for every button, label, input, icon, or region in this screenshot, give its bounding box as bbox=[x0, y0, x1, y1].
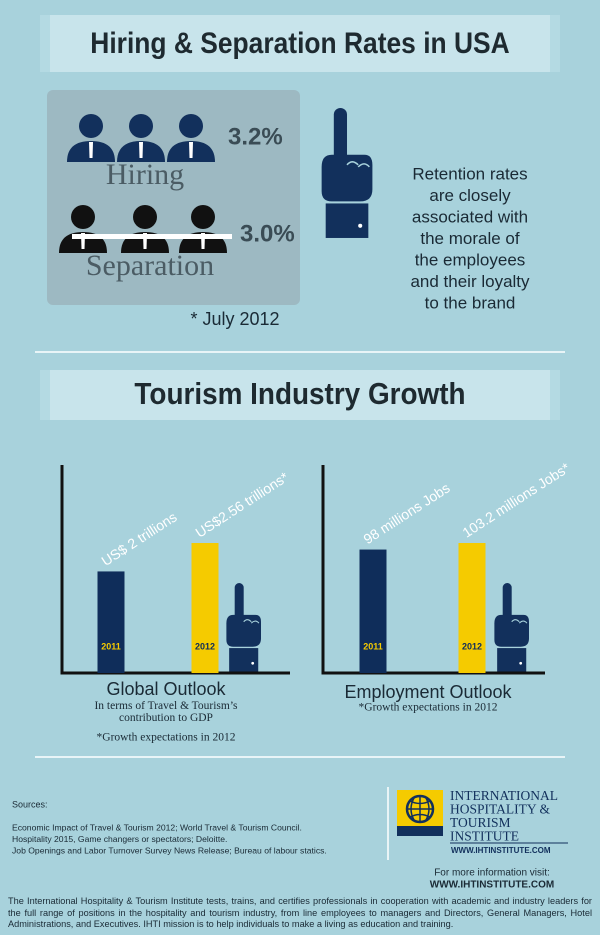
title-banner bbox=[40, 15, 560, 72]
section-title: Tourism Industry Growth bbox=[134, 377, 465, 412]
date-note: * July 2012 bbox=[190, 309, 279, 329]
chart-note: *Growth expectations in 2012 bbox=[97, 732, 236, 744]
section-title: Hiring & Separation Rates in USA bbox=[90, 25, 509, 59]
bar bbox=[458, 543, 486, 673]
value-label: 98 millions Jobs bbox=[360, 480, 452, 548]
institute-line: INSTITUTE bbox=[450, 829, 519, 844]
banner-edge bbox=[40, 370, 50, 420]
retention-line: the employees bbox=[415, 250, 526, 269]
sources-list: Economic Impact of Travel & Tourism 2012… bbox=[12, 822, 327, 855]
institute-line: HOSPITALITY & bbox=[450, 802, 551, 817]
logo-base bbox=[397, 826, 443, 836]
source-item: Job Openings and Labor Turnover Survey N… bbox=[12, 845, 327, 855]
value-label: 103.2 millions Jobs* bbox=[459, 459, 573, 541]
chart-subtitle: In terms of Travel & Tourism’s contribut… bbox=[94, 700, 238, 724]
bar-category: 2011 bbox=[363, 641, 383, 651]
separation-label: Separation bbox=[86, 249, 214, 282]
banner-edge bbox=[550, 15, 560, 72]
bar bbox=[191, 543, 219, 673]
hand-icon bbox=[493, 583, 530, 673]
institute-line: INTERNATIONAL bbox=[450, 788, 558, 803]
banner-edge bbox=[550, 370, 560, 420]
bar bbox=[359, 549, 387, 673]
logo-lines bbox=[407, 796, 433, 822]
hiring-box bbox=[47, 90, 300, 305]
more-info: For more information visit: bbox=[434, 868, 550, 879]
bar bbox=[97, 571, 125, 673]
chart-title: Global Outlook bbox=[106, 679, 226, 699]
hiring-rate: 3.2% bbox=[228, 123, 283, 150]
bar-category: 2012 bbox=[462, 641, 482, 651]
bar-category: 2011 bbox=[101, 641, 121, 651]
hand-icon bbox=[320, 108, 374, 239]
title-banner bbox=[40, 370, 560, 420]
bar-category: 2012 bbox=[195, 641, 215, 651]
footer-text: The International Hospitality & Tourism … bbox=[8, 896, 592, 929]
hand-icon bbox=[225, 583, 262, 673]
separation-bar bbox=[72, 234, 232, 239]
source-item: Hospitality 2015, Game changers or spect… bbox=[12, 834, 227, 844]
source-item: Economic Impact of Travel & Tourism 2012… bbox=[12, 822, 302, 832]
retention-line: to the brand bbox=[425, 293, 516, 312]
retention-line: and their loyalty bbox=[410, 272, 530, 291]
retention-line: Retention rates bbox=[412, 164, 527, 183]
banner-edge bbox=[40, 15, 50, 72]
value-label: US$2.56 trillions* bbox=[192, 468, 291, 540]
more-url: WWW.IHTINSTITUTE.COM bbox=[430, 880, 554, 891]
logo-url: WWW.IHTINSTITUTE.COM bbox=[451, 846, 551, 855]
hiring-label: Hiring bbox=[106, 158, 184, 191]
chart-title: Employment Outlook bbox=[344, 682, 512, 702]
retention-line: are closely bbox=[429, 186, 511, 205]
institute-line: TOURISM bbox=[450, 815, 511, 830]
chart-note: *Growth expectations in 2012 bbox=[359, 702, 498, 714]
sources-heading: Sources: bbox=[12, 799, 48, 809]
retention-line: the morale of bbox=[420, 229, 519, 248]
retention-text: Retention rates are closely associated wit… bbox=[410, 164, 530, 312]
separation-rate: 3.0% bbox=[240, 220, 295, 247]
value-label: US$ 2 trillions bbox=[98, 509, 179, 569]
retention-line: associated with bbox=[412, 207, 528, 226]
